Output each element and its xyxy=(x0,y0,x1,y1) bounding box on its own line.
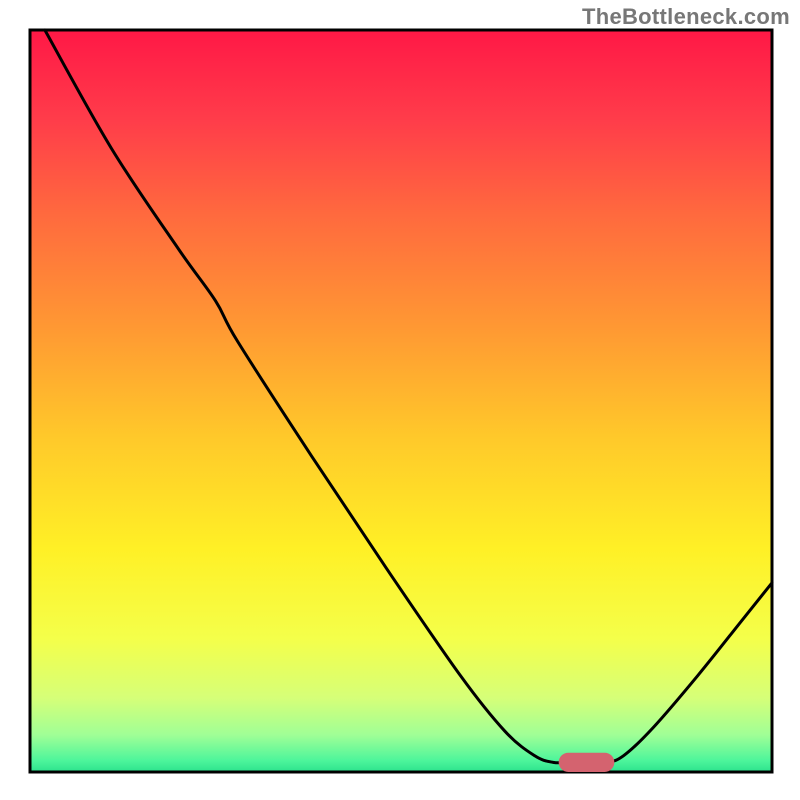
bottleneck-chart xyxy=(0,0,800,800)
plot-background xyxy=(30,30,772,772)
optimal-marker xyxy=(559,753,615,772)
